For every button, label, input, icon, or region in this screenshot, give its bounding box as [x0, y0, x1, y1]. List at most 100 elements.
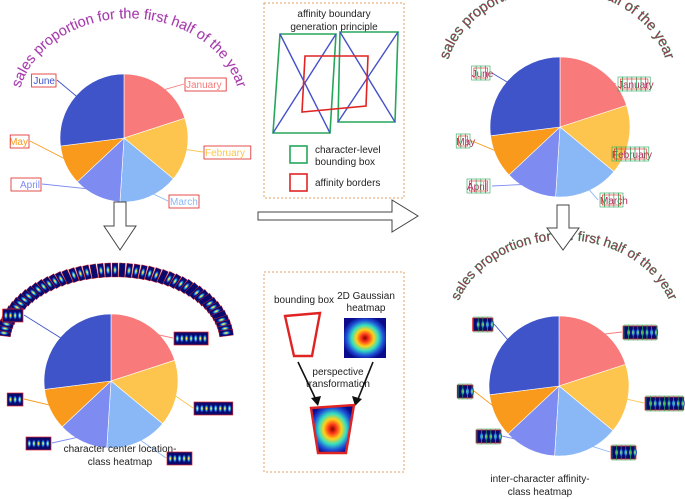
- char-box: [465, 133, 471, 149]
- heatmap-label-march: [166, 451, 193, 466]
- title-char-heat: [150, 267, 162, 283]
- title-char-heat: [131, 263, 141, 279]
- slice-label-march: March: [170, 197, 198, 208]
- slice-label-june: June: [33, 76, 55, 87]
- arrow-from-gaussian: [355, 361, 374, 405]
- leader-line: [473, 390, 503, 414]
- pie-slice-january: [123, 73, 186, 139]
- leader-line: [471, 140, 504, 155]
- title-char-heat: [104, 262, 112, 278]
- leader-line: [491, 183, 534, 187]
- gaussian-panel: bounding box 2D Gaussian heatmap perspec…: [263, 271, 405, 473]
- legend-char-line1: character-level: [315, 145, 381, 156]
- pie-slice-june: [489, 56, 561, 137]
- char-box: [485, 178, 491, 194]
- title-char-heat: [75, 265, 86, 282]
- slice-labels-top-left: January February March April May June: [9, 73, 252, 209]
- leader-line: [169, 391, 194, 409]
- legend-aff-swatch: [289, 173, 308, 192]
- pie-chart-top-right: [489, 56, 631, 198]
- slice-labels-bottom-right: [456, 316, 685, 461]
- leader-line: [146, 331, 174, 339]
- char-box: [643, 146, 650, 162]
- heatmap-label-february: [193, 401, 234, 416]
- title-char-heat: [82, 264, 92, 281]
- affinity-box: [619, 78, 649, 90]
- title-char-heat: [162, 271, 176, 287]
- arrowhead-from-bbox: [311, 396, 321, 406]
- caption-left-line1: character center location-: [64, 444, 177, 455]
- caption-left-line2: class heatmap: [88, 457, 153, 468]
- perspective-label-line1: perspective: [312, 367, 364, 378]
- title-char-heat: [89, 263, 99, 279]
- affinity-title-line1: affinity boundary: [297, 9, 370, 20]
- leader-line: [29, 140, 73, 163]
- leader-line: [146, 190, 169, 202]
- down-arrow-right: [546, 204, 580, 251]
- pie-chart-top-left: [59, 73, 189, 203]
- gaussian-label-line1: 2D Gaussian: [337, 291, 395, 302]
- legend-char-line2: bounding box: [315, 157, 375, 168]
- title-heatmap-arc: [0, 262, 234, 338]
- char-box: [618, 192, 624, 208]
- character-box-1: [272, 33, 337, 134]
- pie-slice-march: [555, 126, 615, 198]
- leader-line: [157, 83, 185, 92]
- slice-label-april: April: [20, 180, 40, 191]
- char-box: [485, 65, 491, 81]
- caption-right-line2: class heatmap: [508, 487, 573, 498]
- chart-title-top-right: sales proportion for the first half of t…: [437, 0, 677, 61]
- leader-line: [51, 435, 86, 444]
- heatmap-label-may: [456, 383, 474, 400]
- leader-line: [583, 443, 611, 453]
- title-char-heat: [42, 276, 57, 292]
- label-outline-box: [31, 73, 57, 88]
- leader-line: [180, 148, 204, 153]
- title-char-heat: [124, 263, 134, 279]
- title-char-heat: [179, 278, 194, 295]
- bounding-box-label: bounding box: [274, 295, 334, 306]
- title-char-heat: [25, 285, 41, 300]
- heatmap-label-may: [6, 392, 24, 407]
- pie-slice-january: [110, 313, 176, 382]
- heatmap-label-march: [610, 444, 637, 461]
- title-char-heat: [189, 285, 205, 300]
- title-char-heat: [61, 269, 74, 285]
- bounding-box-shape: [283, 311, 322, 358]
- heatmap-label-january: [173, 331, 209, 346]
- title-char-heat: [144, 265, 155, 282]
- char-box: [645, 76, 651, 92]
- title-char-heat: [218, 328, 234, 338]
- pie-slice-january: [559, 56, 627, 128]
- slice-label-january: January: [618, 80, 654, 91]
- pie-slice-june: [43, 313, 112, 390]
- slice-label-february: February: [612, 150, 652, 161]
- title-char-heat: [48, 273, 62, 289]
- label-outline-box: [184, 77, 227, 92]
- slice-label-january: January: [186, 80, 222, 91]
- title-char-heat: [138, 264, 148, 281]
- legend-aff-label: affinity borders: [315, 178, 380, 189]
- title-char-heat: [54, 271, 68, 287]
- affinity-box: [601, 194, 621, 206]
- heatmap-label-april: [25, 436, 52, 451]
- affinity-border: [301, 55, 369, 113]
- perspective-label-line2: transformation: [306, 379, 370, 390]
- affinity-box: [468, 180, 488, 192]
- arrowhead-from-gaussian: [352, 396, 362, 406]
- leader-line: [596, 75, 617, 85]
- pie-slice-february: [559, 104, 631, 173]
- leader-line: [493, 323, 513, 345]
- title-char-heat: [156, 269, 169, 285]
- legend-char-swatch: [289, 145, 308, 164]
- slice-label-june: June: [472, 69, 494, 80]
- leader-line: [491, 72, 513, 86]
- gaussian-heatmap-square: [344, 318, 386, 358]
- leader-line: [620, 397, 645, 404]
- title-char-heat: [118, 262, 126, 278]
- title-char-heat: [68, 267, 80, 283]
- title-char-heat: [208, 305, 225, 318]
- affinity-box: [473, 67, 488, 79]
